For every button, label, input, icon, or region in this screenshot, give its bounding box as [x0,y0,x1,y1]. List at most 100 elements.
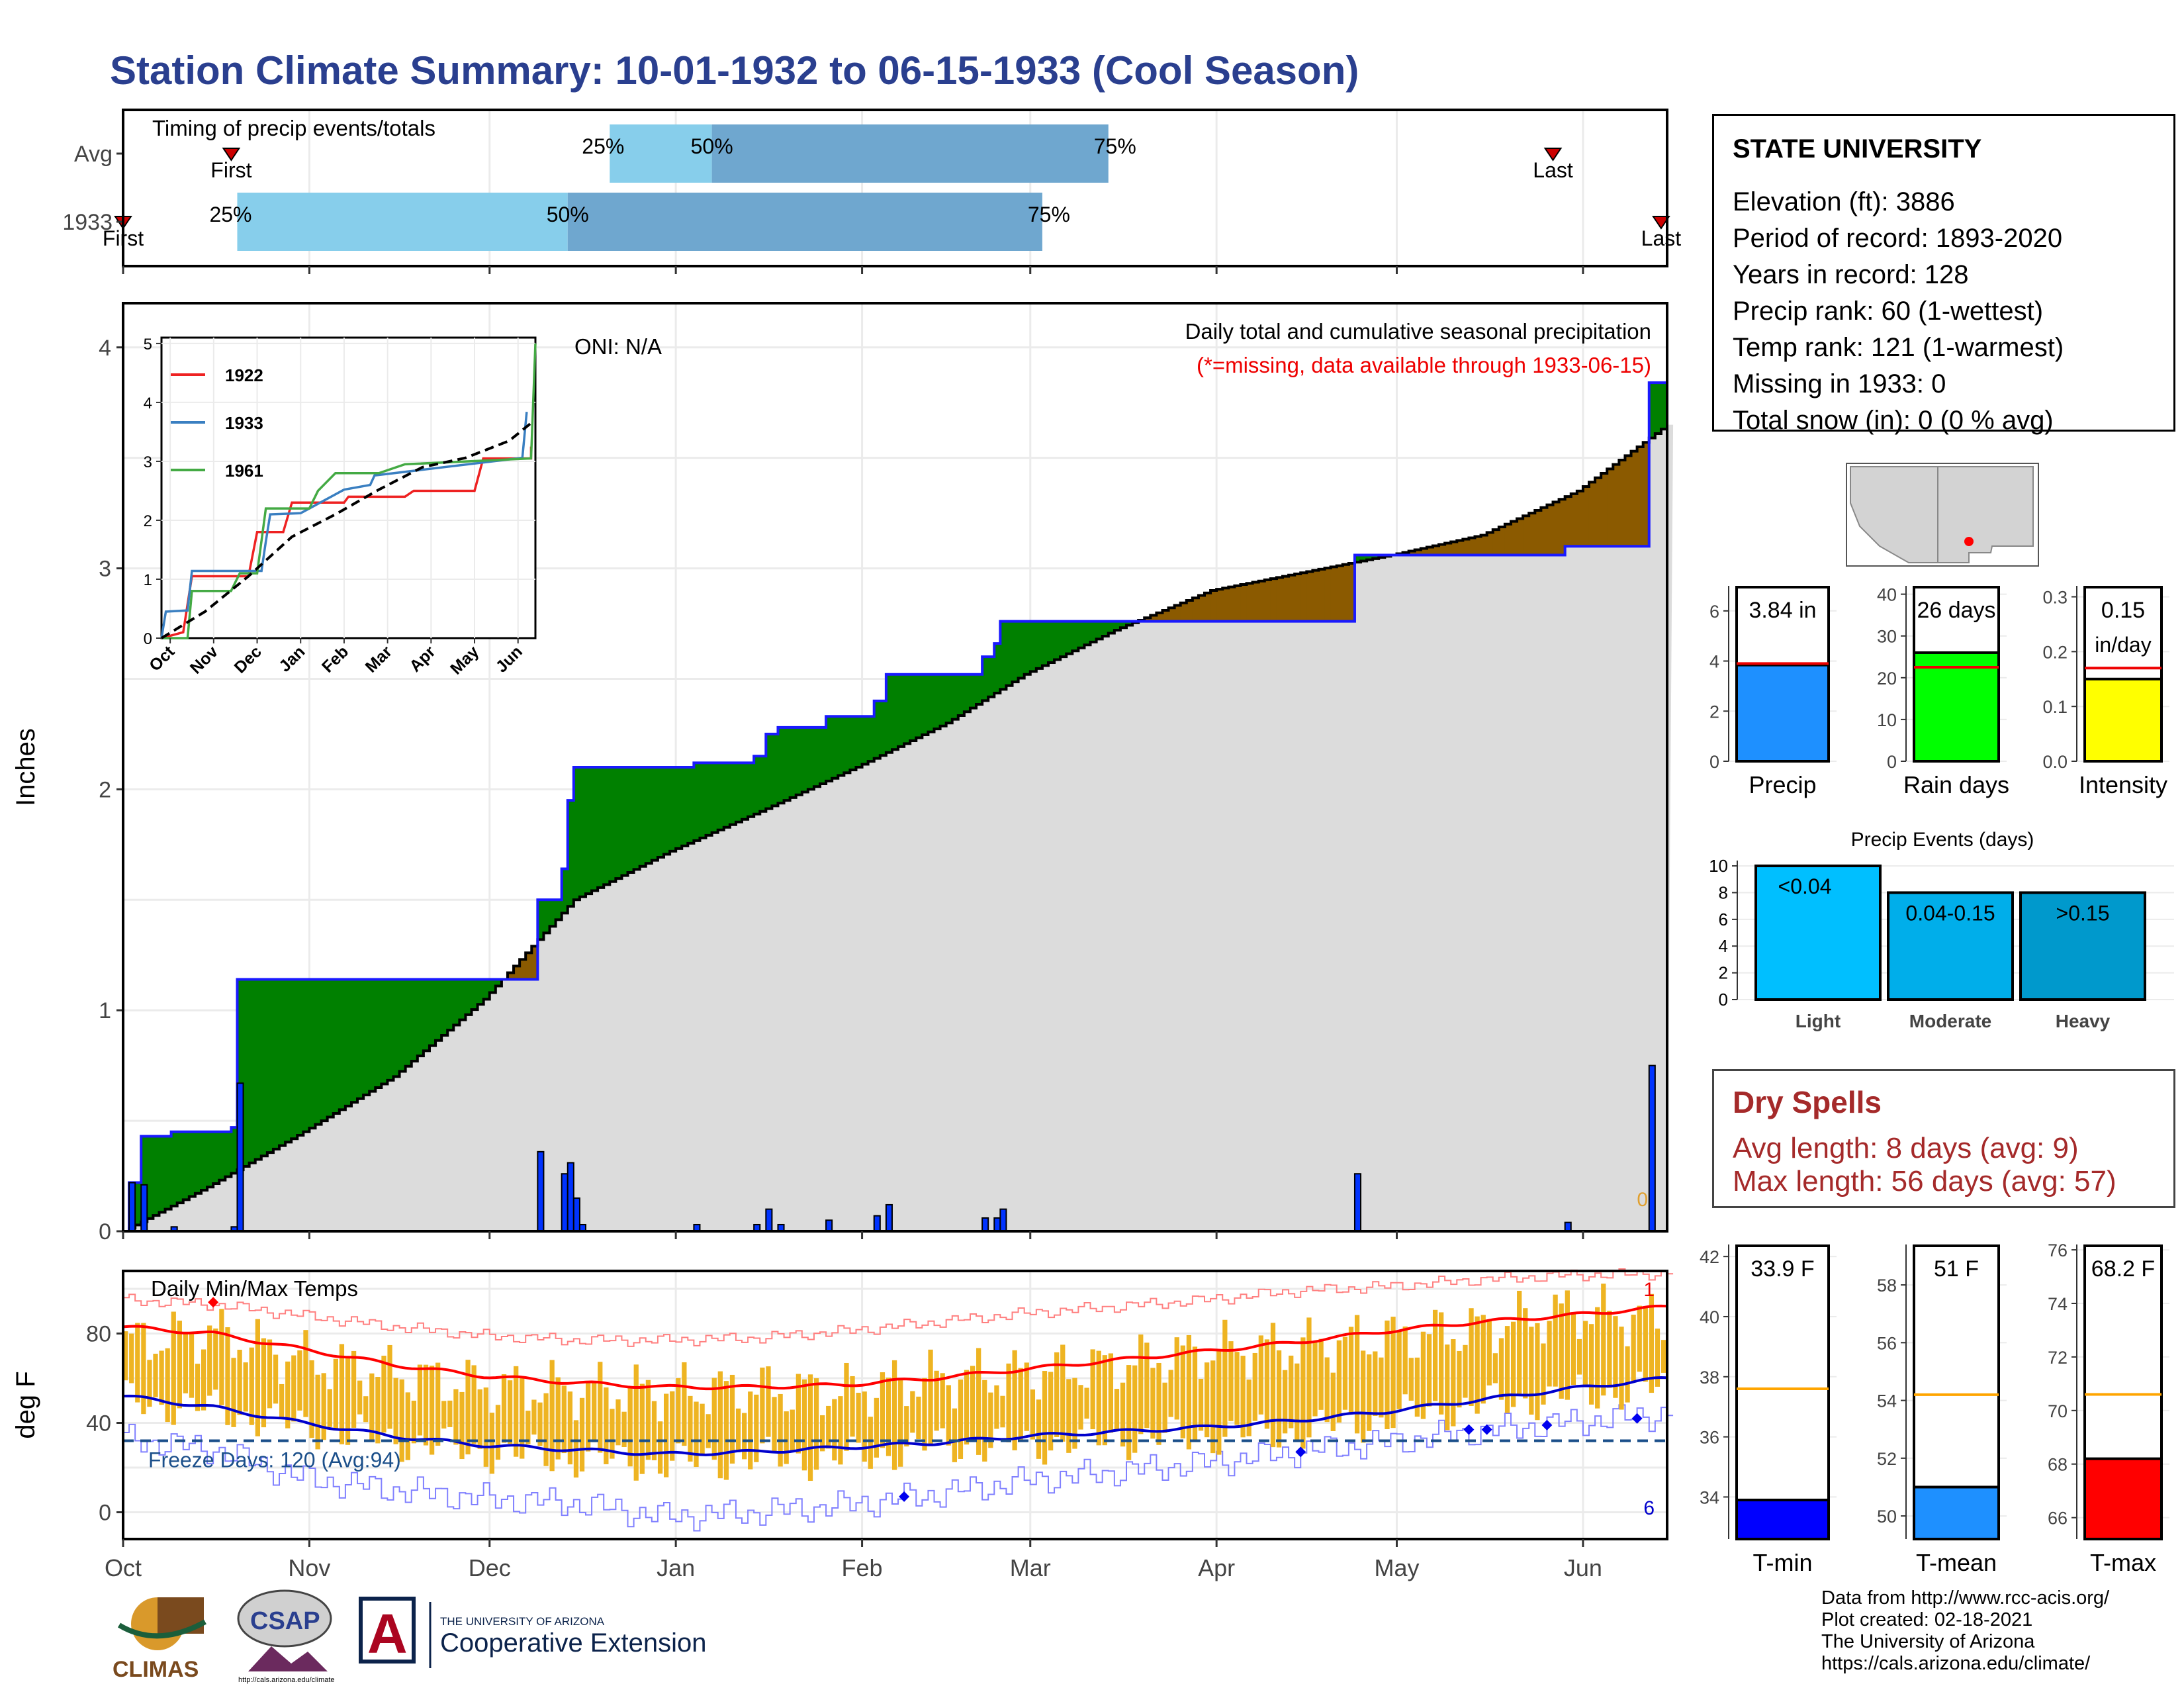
precip-events-panel: Precip Events (days) <0.04 Light 0.04-0.15 M… [1709,829,2174,1031]
cum-above-avg [862,716,869,765]
summary-ytick-label: 38 [1700,1368,1719,1387]
daily-temp-bar [1396,1331,1402,1409]
events-bar-label: <0.04 [1778,874,1832,898]
daily-temp-bar [1295,1363,1300,1440]
cum-below-avg [1205,592,1211,622]
daily-temp-bar [369,1373,375,1440]
daily-temp-bar [844,1362,849,1451]
daily-temp-bar [1457,1350,1462,1408]
dry-spells-box: Dry Spells Avg length: 8 days (avg: 9) M… [1712,1069,2175,1208]
cum-above-avg [1018,621,1025,679]
daily-temp-bar [1565,1290,1570,1400]
daily-temp-bar [1120,1382,1126,1447]
daily-temp-bar [291,1355,296,1422]
daily-temp-bar [784,1411,789,1464]
cum-below-avg [1625,455,1632,547]
cum-above-avg [735,763,743,822]
timing-last-label: Last [1641,226,1682,250]
daily-temp-bar [1312,1340,1318,1417]
daily-temp-bar [639,1383,645,1474]
timing-title: Timing of precip events/totals [152,116,435,140]
daily-temp-bar [934,1370,939,1431]
cum-above-avg [165,1136,172,1209]
cum-above-avg [604,767,610,885]
cum-above-avg [1084,621,1091,645]
daily-temp-bar [916,1396,921,1440]
daily-precip-bar [567,1162,574,1232]
record-low-line [123,1404,1674,1532]
logos: CLIMAS CSAP http://cals.arizona.edu/clim… [113,1589,706,1684]
daily-precip-bar [561,1173,569,1232]
cum-above-avg [1006,621,1013,686]
daily-precip-bar [236,1082,244,1233]
dry-spells-avg: Avg length: 8 days (avg: 9) [1733,1132,2079,1164]
daily-temp-bar [579,1397,585,1472]
record-high-marker [208,1297,219,1308]
daily-temp-bar [183,1334,189,1393]
cum-above-avg [141,1136,148,1222]
daily-temp-bar [994,1385,999,1429]
daily-temp-bar [964,1370,970,1445]
daily-temp-bar [549,1360,555,1472]
credits: Data from http://www.rcc-acis.org/ Plot … [1821,1587,2109,1675]
station-snow: Total snow (in): 0 (0 % avg) [1733,406,2054,435]
cum-above-avg [255,979,262,1160]
daily-temp-bar [1432,1309,1438,1401]
daily-temp-bar [1042,1371,1048,1465]
daily-temp-bar [381,1355,387,1433]
daily-temp-bar [633,1364,639,1481]
daily-precip-bar [993,1217,1001,1233]
cum-above-avg [207,1131,214,1188]
summary-ytick-label: 0.3 [2042,588,2068,608]
daily-temp-bar [657,1421,663,1474]
temp-xtick-label: Feb [842,1554,883,1581]
daily-temp-bar [285,1361,291,1429]
summary-value-label: 33.9 F [1751,1256,1814,1282]
daily-temp-bar [1336,1340,1342,1423]
timing-label-25: 25% [209,203,251,226]
cum-below-avg [1492,530,1500,555]
cum-above-avg [988,657,995,697]
cum-above-avg [801,727,809,792]
daily-temp-bar [820,1415,825,1452]
cum-below-avg [1283,576,1289,622]
daily-temp-bar [219,1309,224,1405]
cum-above-avg [813,727,821,787]
daily-temp-bar [429,1366,435,1455]
summary-value-label: 51 F [1934,1256,1979,1282]
daily-temp-bar [1486,1319,1492,1385]
daily-temp-bar [1102,1355,1107,1446]
station-period: Period of record: 1893-2020 [1733,224,2063,253]
daily-temp-bar [832,1399,837,1461]
csap-url: http://cals.arizona.edu/climate [238,1676,335,1684]
rain-days-chart: 26 days 0 10 20 30 40 Rain days [1877,585,2009,798]
summary-ytick-label: 0.0 [2042,752,2068,772]
cum-above-avg [705,763,713,835]
daily-temp-bar [345,1358,351,1445]
cum-above-avg [159,1136,166,1213]
cum-below-avg [514,966,520,980]
summary-bar [1913,1485,2000,1541]
daily-temp-bar [898,1378,903,1467]
daily-temp-bar [940,1373,945,1429]
logo-strip: CLIMAS CSAP http://cals.arizona.edu/clim… [106,1585,768,1685]
summary-ytick-label: 50 [1877,1507,1897,1526]
cum-above-avg [459,979,467,1020]
daily-precip-bar [885,1203,893,1233]
cum-below-avg [1595,477,1602,547]
daily-temp-bar [826,1405,831,1449]
daily-temp-bar [1132,1365,1138,1453]
cum-below-avg [1570,493,1578,547]
credit-line: Data from http://www.rcc-acis.org/ [1821,1587,2110,1609]
inset-series-line [160,412,528,639]
cum-above-avg [598,767,604,888]
events-bar [1754,865,1882,1001]
daily-temp-bar [195,1364,201,1411]
daily-temp-bar [1385,1320,1390,1429]
temp-xtick-label: Nov [288,1554,330,1581]
cum-below-avg [1504,524,1512,555]
cum-above-avg [1042,621,1049,666]
events-ytick-label: 6 [1719,910,1728,929]
cum-above-avg [904,674,911,744]
daily-temp-bar [1498,1338,1504,1400]
